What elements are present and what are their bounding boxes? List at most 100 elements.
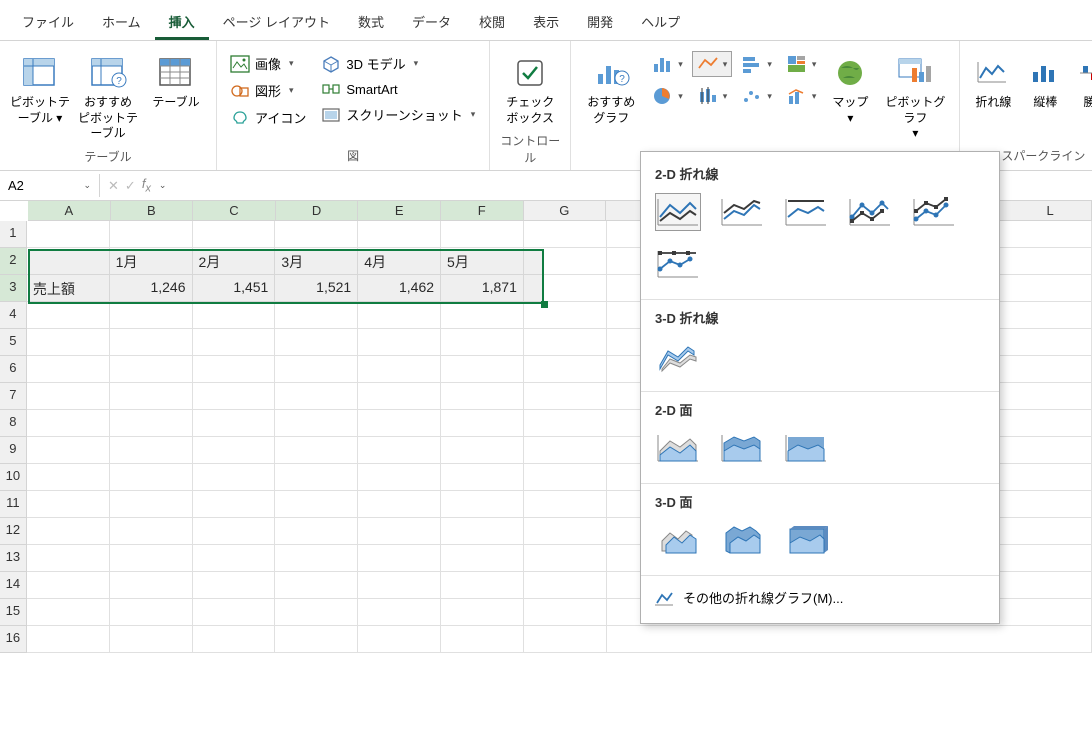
cell[interactable] — [358, 329, 441, 356]
row-header[interactable]: 13 — [0, 545, 27, 572]
cell[interactable]: 5月 — [441, 248, 524, 275]
cell[interactable] — [441, 491, 524, 518]
col-header[interactable]: B — [111, 201, 194, 221]
chart-scatter-button[interactable]: ▾ — [736, 83, 777, 109]
cell[interactable] — [1009, 518, 1092, 545]
cell[interactable] — [524, 518, 607, 545]
col-header[interactable]: E — [358, 201, 441, 221]
tab-help[interactable]: ヘルプ — [627, 6, 694, 40]
cell[interactable] — [27, 437, 110, 464]
cell[interactable] — [275, 518, 358, 545]
cell[interactable] — [275, 626, 358, 653]
row-header[interactable]: 16 — [0, 626, 27, 653]
cell[interactable] — [193, 518, 276, 545]
cell[interactable] — [1009, 572, 1092, 599]
dd-area-3d-100stacked[interactable] — [783, 521, 829, 559]
cell[interactable] — [27, 383, 110, 410]
pivotchart-button[interactable]: ピボットグラフ▾ — [879, 51, 951, 146]
tab-view[interactable]: 表示 — [519, 6, 573, 40]
col-header[interactable]: D — [276, 201, 359, 221]
cell[interactable]: 売上額 — [27, 275, 110, 302]
dd-more-charts[interactable]: その他の折れ線グラフ(M)... — [641, 580, 999, 615]
cell[interactable] — [193, 383, 276, 410]
cell[interactable] — [27, 599, 110, 626]
cell[interactable] — [358, 518, 441, 545]
name-box[interactable]: A2⌄ — [0, 174, 100, 197]
chart-line-button[interactable]: ▾ — [692, 51, 733, 77]
chart-combo-button[interactable]: ▾ — [781, 83, 822, 109]
cell[interactable] — [193, 221, 276, 248]
cell[interactable] — [441, 302, 524, 329]
cell[interactable] — [27, 626, 110, 653]
image-button[interactable]: 画像 ▾ — [225, 51, 312, 76]
dd-area-100stacked[interactable] — [783, 429, 829, 467]
cancel-icon[interactable]: ✕ — [108, 178, 119, 194]
chart-stat-button[interactable]: ▾ — [692, 83, 733, 109]
col-header[interactable]: C — [193, 201, 276, 221]
dd-line-basic[interactable] — [655, 193, 701, 231]
cell[interactable] — [1009, 221, 1092, 248]
cell[interactable] — [110, 356, 193, 383]
cell[interactable] — [1009, 302, 1092, 329]
cell[interactable] — [441, 221, 524, 248]
cell[interactable] — [1009, 383, 1092, 410]
cell[interactable]: 2月 — [193, 248, 276, 275]
cell[interactable] — [441, 383, 524, 410]
cell[interactable] — [1009, 464, 1092, 491]
cell[interactable] — [358, 626, 441, 653]
cell[interactable] — [1009, 248, 1092, 275]
cell[interactable] — [275, 383, 358, 410]
dd-area-stacked[interactable] — [719, 429, 765, 467]
cell[interactable] — [27, 572, 110, 599]
cell[interactable] — [193, 464, 276, 491]
chart-column-button[interactable]: ▾ — [647, 51, 688, 77]
cell[interactable] — [1009, 437, 1092, 464]
cell[interactable] — [358, 599, 441, 626]
screenshot-button[interactable]: スクリーンショット ▾ — [316, 102, 481, 127]
cell[interactable] — [441, 464, 524, 491]
cell[interactable] — [110, 383, 193, 410]
cell[interactable] — [275, 491, 358, 518]
cell[interactable] — [358, 302, 441, 329]
row-header[interactable]: 5 — [0, 329, 27, 356]
cell[interactable] — [358, 221, 441, 248]
sparkline-winloss-button[interactable]: 勝則 — [1072, 51, 1092, 115]
smartart-button[interactable]: SmartArt — [316, 78, 481, 100]
cell[interactable] — [1009, 275, 1092, 302]
cell[interactable] — [193, 410, 276, 437]
cell[interactable] — [275, 221, 358, 248]
cell[interactable] — [110, 599, 193, 626]
confirm-icon[interactable]: ✓ — [125, 178, 136, 194]
cell[interactable] — [358, 410, 441, 437]
cell[interactable] — [441, 410, 524, 437]
col-header[interactable]: G — [524, 201, 607, 221]
tab-insert[interactable]: 挿入 — [155, 6, 209, 40]
cell[interactable] — [110, 545, 193, 572]
cell[interactable] — [27, 302, 110, 329]
map-button[interactable]: マップ▾ — [825, 51, 875, 130]
cell[interactable] — [275, 599, 358, 626]
row-header[interactable]: 11 — [0, 491, 27, 518]
cell[interactable] — [27, 248, 110, 275]
cell[interactable] — [1009, 410, 1092, 437]
cell[interactable] — [524, 329, 607, 356]
row-header[interactable]: 1 — [0, 221, 27, 248]
cell[interactable] — [1009, 356, 1092, 383]
cell[interactable] — [524, 545, 607, 572]
tab-file[interactable]: ファイル — [8, 6, 88, 40]
cell[interactable] — [524, 248, 607, 275]
cell[interactable] — [110, 572, 193, 599]
cell[interactable] — [1009, 491, 1092, 518]
cell[interactable] — [110, 464, 193, 491]
cell[interactable] — [524, 302, 607, 329]
cell[interactable] — [110, 302, 193, 329]
cell[interactable] — [110, 437, 193, 464]
table-button[interactable]: テーブル — [144, 51, 208, 115]
chart-hier-button[interactable]: ▾ — [781, 51, 822, 77]
col-header[interactable]: F — [441, 201, 524, 221]
cell[interactable] — [110, 410, 193, 437]
cell[interactable] — [524, 464, 607, 491]
cell[interactable] — [193, 545, 276, 572]
cell[interactable] — [27, 464, 110, 491]
model3d-button[interactable]: 3D モデル ▾ — [316, 51, 481, 76]
